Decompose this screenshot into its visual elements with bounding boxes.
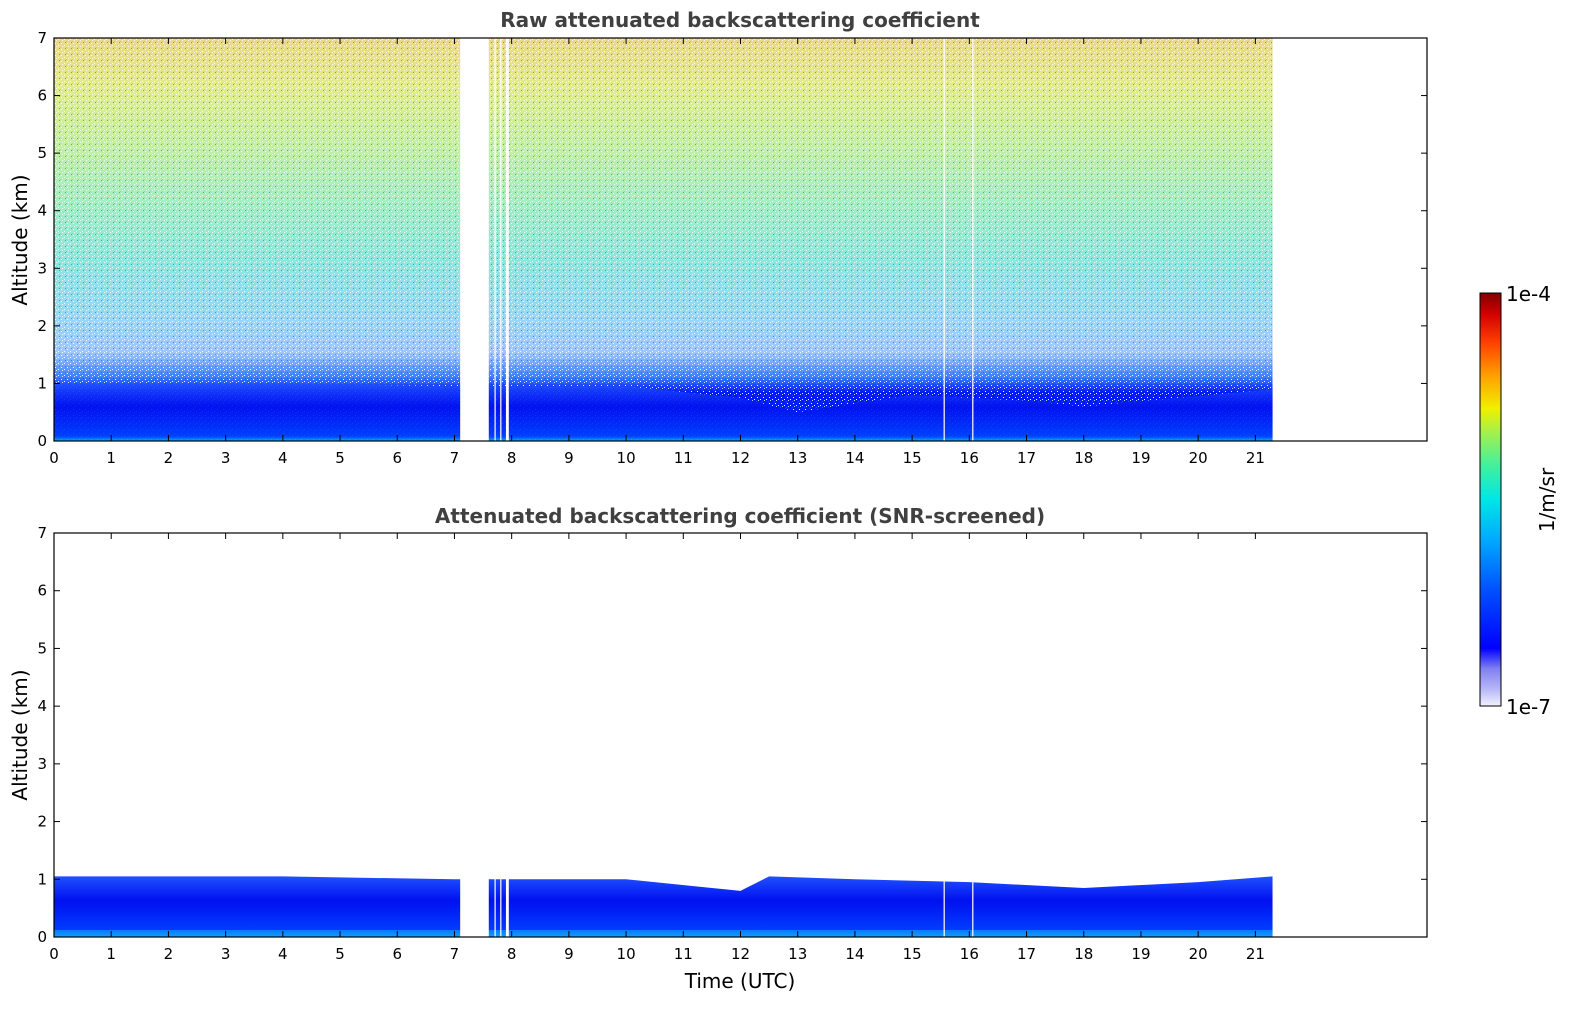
x-tick-group: 0 1 2 3 4 5 6 7 8 9 10 11 12 13 14 15 16 17 18 19 20 21 (49, 533, 1265, 963)
data-gap (972, 38, 974, 441)
y-tick-label: 1 (37, 374, 47, 392)
x-tick-label: 9 (564, 945, 574, 963)
x-tick-group: 0 1 2 3 4 5 6 7 8 9 10 11 12 13 14 15 16 17 18 19 20 21 (49, 38, 1265, 467)
x-tick-label: 20 (1189, 945, 1208, 963)
x-tick-label: 2 (164, 449, 174, 467)
y-tick-label: 4 (37, 697, 47, 715)
y-tick-label: 2 (37, 317, 47, 335)
x-tick-label: 21 (1246, 945, 1265, 963)
x-tick-label: 13 (788, 945, 807, 963)
data-gap (494, 38, 496, 441)
x-tick-label: 4 (278, 449, 288, 467)
x-tick-label: 10 (617, 449, 636, 467)
x-tick-label: 12 (731, 449, 750, 467)
x-tick-label: 18 (1074, 945, 1093, 963)
x-tick-label: 0 (49, 449, 59, 467)
noise-speckle (54, 38, 1273, 441)
data-gap (460, 533, 489, 937)
x-tick-label: 14 (845, 449, 864, 467)
x-tick-label: 3 (221, 945, 231, 963)
x-tick-label: 7 (450, 449, 460, 467)
data-gap (943, 38, 945, 441)
x-tick-label: 10 (617, 945, 636, 963)
x-tick-label: 5 (335, 945, 345, 963)
x-tick-label: 14 (845, 945, 864, 963)
x-tick-label: 2 (164, 945, 174, 963)
data-gap (505, 533, 509, 937)
y-tick-label: 3 (37, 259, 47, 277)
x-tick-label: 13 (788, 449, 807, 467)
y-tick-label: 1 (37, 870, 47, 888)
x-tick-label: 3 (221, 449, 231, 467)
x-tick-label: 19 (1131, 449, 1150, 467)
x-tick-label: 8 (507, 945, 517, 963)
x-tick-label: 15 (903, 449, 922, 467)
x-tick-label: 18 (1074, 449, 1093, 467)
x-axis-label: Time (UTC) (684, 969, 796, 993)
y-tick-group: 0 1 2 3 4 5 6 7 (37, 524, 1427, 946)
data-gap (505, 38, 509, 441)
raw-backscatter-panel: Raw attenuated backscattering coefficien… (8, 8, 1428, 467)
heatmap-image (54, 533, 1273, 937)
y-tick-label: 2 (37, 813, 47, 831)
x-tick-label: 11 (674, 449, 693, 467)
data-gap (500, 533, 502, 937)
x-tick-label: 15 (903, 945, 922, 963)
y-tick-label: 4 (37, 202, 47, 220)
y-axis-label: Altitude (km) (8, 669, 32, 800)
x-tick-label: 17 (1017, 449, 1036, 467)
y-tick-label: 6 (37, 87, 47, 105)
x-tick-label: 20 (1189, 449, 1208, 467)
y-tick-label: 6 (37, 582, 47, 600)
surface-band (54, 930, 1273, 937)
y-tick-label: 3 (37, 755, 47, 773)
x-tick-label: 4 (278, 945, 288, 963)
panel-title: Raw attenuated backscattering coefficien… (500, 8, 980, 32)
x-tick-label: 16 (960, 945, 979, 963)
panel-title: Attenuated backscattering coefficient (S… (435, 504, 1045, 528)
data-gap (460, 38, 489, 441)
colorbar-max-label: 1e-4 (1506, 282, 1551, 306)
y-tick-label: 5 (37, 639, 47, 657)
data-gap (943, 533, 945, 937)
x-tick-label: 17 (1017, 945, 1036, 963)
data-gap (972, 533, 974, 937)
x-tick-label: 9 (564, 449, 574, 467)
data-gap (494, 533, 496, 937)
colorbar-gradient (1479, 292, 1502, 707)
data-gap (500, 38, 502, 441)
x-tick-label: 11 (674, 945, 693, 963)
snr-screened-panel: Attenuated backscattering coefficient (S… (8, 504, 1428, 993)
y-tick-label: 5 (37, 144, 47, 162)
aerosol-layer (54, 876, 1273, 937)
x-tick-label: 0 (49, 945, 59, 963)
y-tick-group: 0 1 2 3 4 5 6 7 (37, 29, 1427, 450)
x-tick-label: 8 (507, 449, 517, 467)
y-tick-label: 0 (37, 432, 47, 450)
x-tick-label: 5 (335, 449, 345, 467)
x-tick-label: 6 (392, 945, 402, 963)
y-tick-label: 0 (37, 928, 47, 946)
x-tick-label: 6 (392, 449, 402, 467)
boundary-layer (54, 383, 1273, 441)
colorbar-label: 1/m/sr (1535, 467, 1559, 532)
x-tick-label: 19 (1131, 945, 1150, 963)
y-axis-label: Altitude (km) (8, 174, 32, 305)
colorbar: 1e-4 1e-7 1/m/sr (1479, 282, 1559, 719)
heatmap-image (54, 38, 1273, 441)
colorbar-min-label: 1e-7 (1506, 695, 1551, 719)
x-tick-label: 1 (106, 449, 116, 467)
x-tick-label: 16 (960, 449, 979, 467)
x-tick-label: 12 (731, 945, 750, 963)
x-tick-label: 7 (450, 945, 460, 963)
x-tick-label: 21 (1246, 449, 1265, 467)
x-tick-label: 1 (106, 945, 116, 963)
y-tick-label: 7 (37, 524, 47, 542)
y-tick-label: 7 (37, 29, 47, 47)
